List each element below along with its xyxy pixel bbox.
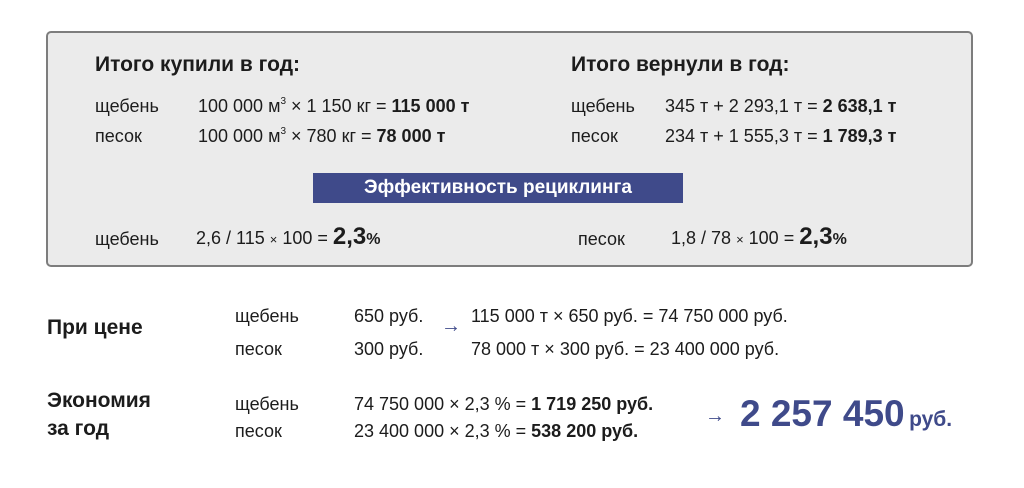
savings-gravel-result: 1 719 250 руб. (531, 394, 654, 414)
bought-sand-calc: 100 000 м3 × 780 кг = 78 000 т (198, 126, 446, 146)
returned-gravel-label: щебень (571, 96, 635, 116)
savings-sand-calc: 23 400 000 × 2,3 % = 538 200 руб. (354, 421, 639, 441)
returned-sand-label: песок (571, 126, 618, 146)
price-gravel-label: щебень (235, 306, 299, 326)
arrow-right-icon: → (441, 315, 461, 337)
bought-gravel-calc: 100 000 м3 × 1 150 кг = 115 000 т (198, 96, 470, 116)
bought-title: Итого купили в год: (95, 53, 301, 76)
savings-title-line2: за год (47, 417, 110, 440)
price-sand-calc: 78 000 т × 300 руб. = 23 400 000 руб. (471, 339, 780, 359)
efficiency-gravel-label: щебень (95, 229, 159, 249)
price-title: При цене (47, 316, 143, 339)
bought-sand-label: песок (95, 126, 142, 146)
efficiency-gravel-calc: 2,6 / 115 × 100 = 2,3% (196, 223, 381, 250)
returned-sand-result: 1 789,3 т (822, 126, 897, 146)
efficiency-gravel-value: 2,3 (332, 223, 367, 250)
savings-sand-label: песок (235, 421, 282, 441)
summary-panel (46, 31, 973, 267)
savings-gravel-label: щебень (235, 394, 299, 414)
price-sand-value: 300 руб. (354, 339, 424, 359)
returned-sand-calc: 234 т + 1 555,3 т = 1 789,3 т (665, 126, 897, 146)
recycling-efficiency-banner: Эффективность рециклинга (313, 173, 683, 203)
savings-title-line1: Экономия (47, 389, 151, 412)
efficiency-sand-calc: 1,8 / 78 × 100 = 2,3% (671, 223, 847, 250)
bought-sand-result: 78 000 т (376, 126, 446, 146)
price-gravel-calc: 115 000 т × 650 руб. = 74 750 000 руб. (471, 306, 788, 326)
arrow-right-icon: → (705, 405, 725, 427)
bought-gravel-result: 115 000 т (391, 96, 470, 116)
efficiency-sand-label: песок (578, 229, 625, 249)
price-gravel-value: 650 руб. (354, 306, 424, 326)
efficiency-sand-value: 2,3 (799, 223, 833, 250)
savings-sand-result: 538 200 руб. (531, 421, 639, 441)
bought-gravel-label: щебень (95, 96, 159, 116)
price-sand-label: песок (235, 339, 282, 359)
savings-gravel-calc: 74 750 000 × 2,3 % = 1 719 250 руб. (354, 394, 654, 414)
returned-gravel-result: 2 638,1 т (822, 96, 897, 116)
savings-total-unit: руб. (909, 408, 953, 431)
savings-total: 2 257 450 руб. (740, 393, 952, 435)
returned-title: Итого вернули в год: (571, 53, 790, 76)
returned-gravel-calc: 345 т + 2 293,1 т = 2 638,1 т (665, 96, 897, 116)
savings-total-value: 2 257 450 (740, 393, 905, 434)
